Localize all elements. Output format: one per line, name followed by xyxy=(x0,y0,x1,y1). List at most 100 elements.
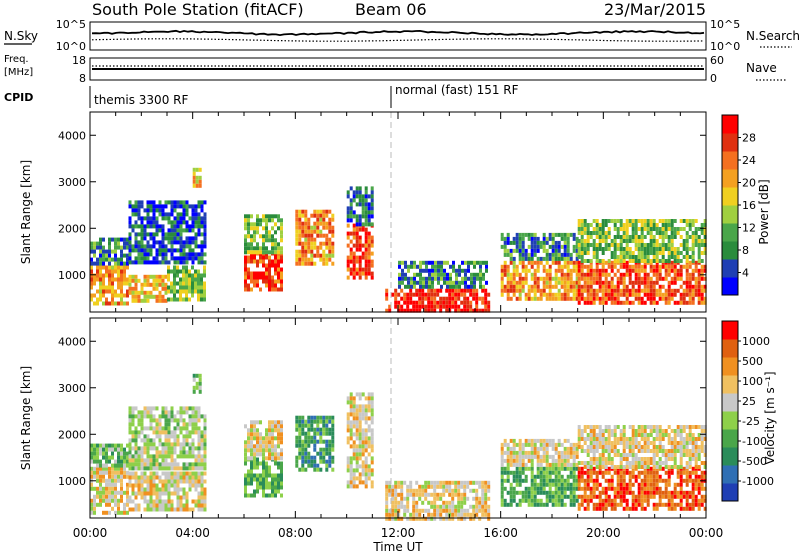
data-cell xyxy=(558,261,561,265)
data-cell xyxy=(599,289,602,293)
data-cell xyxy=(99,495,102,499)
data-cell xyxy=(347,276,350,280)
data-cell xyxy=(159,228,162,232)
data-cell xyxy=(617,231,620,235)
data-cell xyxy=(398,265,401,269)
data-cell xyxy=(424,509,427,513)
data-cell xyxy=(656,503,659,507)
data-cell xyxy=(584,273,587,277)
data-cell xyxy=(186,224,189,228)
data-cell xyxy=(108,250,111,254)
data-cell xyxy=(463,305,466,309)
data-cell xyxy=(259,444,262,448)
data-cell xyxy=(587,251,590,255)
data-cell xyxy=(537,491,540,495)
data-cell xyxy=(123,511,126,515)
data-cell xyxy=(111,487,114,491)
data-cell xyxy=(656,269,659,273)
data-cell xyxy=(540,277,543,281)
data-cell xyxy=(457,293,460,297)
data-cell xyxy=(451,297,454,301)
data-cell xyxy=(295,234,298,238)
data-cell xyxy=(129,442,132,446)
data-cell xyxy=(198,508,201,512)
data-cell xyxy=(165,422,168,426)
data-cell xyxy=(347,218,350,222)
data-cell xyxy=(448,289,451,293)
data-cell xyxy=(356,272,359,276)
data-cell xyxy=(274,242,277,246)
data-cell xyxy=(543,447,546,451)
data-cell xyxy=(201,462,204,466)
data-cell xyxy=(111,250,114,254)
data-cell xyxy=(147,406,150,410)
data-cell xyxy=(117,448,120,452)
data-cell xyxy=(540,455,543,459)
data-cell xyxy=(177,212,180,216)
data-cell xyxy=(132,484,135,488)
data-cell xyxy=(274,424,277,428)
data-cell xyxy=(409,297,412,301)
data-cell xyxy=(265,428,268,432)
data-cell xyxy=(196,382,199,386)
data-cell xyxy=(191,294,194,298)
data-cell xyxy=(596,259,599,263)
data-cell xyxy=(638,281,641,285)
data-cell xyxy=(325,416,328,420)
data-cell xyxy=(593,467,596,471)
data-cell xyxy=(668,255,671,259)
data-cell xyxy=(120,448,123,452)
data-cell xyxy=(192,248,195,252)
data-cell xyxy=(647,277,650,281)
data-cell xyxy=(168,220,171,224)
data-cell xyxy=(596,219,599,223)
data-cell xyxy=(111,452,114,456)
data-cell xyxy=(671,503,674,507)
data-cell xyxy=(353,472,356,476)
data-cell xyxy=(362,214,365,218)
data-cell xyxy=(385,497,388,501)
data-cell xyxy=(623,231,626,235)
data-cell xyxy=(141,224,144,228)
data-cell xyxy=(481,509,484,513)
data-cell xyxy=(144,256,147,260)
data-cell xyxy=(448,485,451,489)
data-cell xyxy=(422,281,425,285)
data-cell xyxy=(129,200,132,204)
data-cell xyxy=(244,256,247,260)
data-cell xyxy=(674,251,677,255)
data-cell xyxy=(695,281,698,285)
data-cell xyxy=(433,305,436,309)
data-cell xyxy=(590,479,593,483)
data-cell xyxy=(185,270,188,274)
data-cell xyxy=(250,272,253,276)
data-cell xyxy=(555,491,558,495)
data-cell xyxy=(150,406,153,410)
data-cell xyxy=(698,487,701,491)
data-cell xyxy=(111,456,114,460)
data-cell xyxy=(638,487,641,491)
data-cell xyxy=(656,293,659,297)
data-cell xyxy=(204,418,207,422)
data-cell xyxy=(347,256,350,260)
data-cell xyxy=(105,495,108,499)
data-cell xyxy=(662,247,665,251)
data-cell xyxy=(102,278,105,282)
data-cell xyxy=(561,269,564,273)
data-cell xyxy=(204,458,207,462)
data-cell xyxy=(244,238,247,242)
data-cell xyxy=(401,281,404,285)
data-cell xyxy=(457,501,460,505)
data-cell xyxy=(310,226,313,230)
data-cell xyxy=(368,400,371,404)
data-cell xyxy=(570,443,573,447)
data-cell xyxy=(516,289,519,293)
data-cell xyxy=(470,281,473,285)
data-cell xyxy=(584,461,587,465)
data-cell xyxy=(464,273,467,277)
data-cell xyxy=(596,223,599,227)
data-cell xyxy=(195,454,198,458)
data-cell xyxy=(626,503,629,507)
data-cell xyxy=(647,247,650,251)
data-cell xyxy=(171,208,174,212)
